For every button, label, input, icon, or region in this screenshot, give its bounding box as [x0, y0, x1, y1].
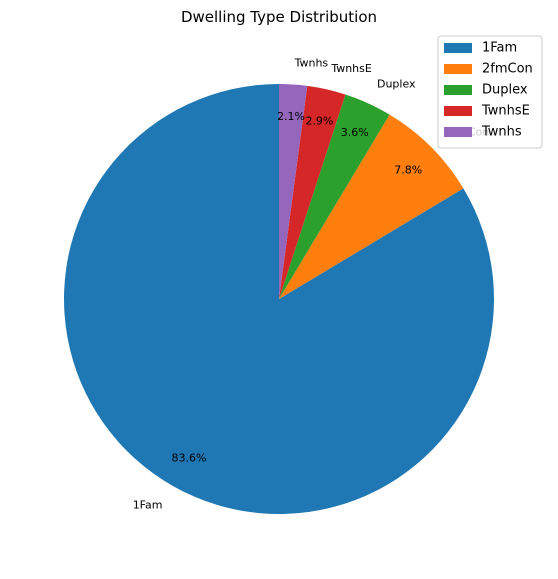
percent-label-1fam: 83.6% [171, 452, 206, 465]
legend-swatch-duplex [444, 85, 472, 95]
legend: 1Fam 2fmCon Duplex TwnhsE Twnhs [437, 35, 543, 149]
percent-label-duplex: 3.6% [341, 126, 369, 139]
pie-slice-twnhse [279, 85, 346, 299]
slice-label-1fam: 1Fam [133, 498, 163, 511]
legend-label-2fmcon: 2fmCon [482, 62, 533, 77]
legend-swatch-2fmcon [444, 64, 472, 74]
chart-title: Dwelling Type Distribution [181, 8, 377, 26]
percent-label-2fmcon: 7.8% [394, 163, 422, 176]
slice-label-duplex: Duplex [377, 77, 416, 90]
percent-labels: 83.6% 7.8% 3.6% 2.9%2.1% [171, 110, 422, 464]
slice-label-twnhs: Twnhs [294, 57, 329, 70]
legend-label-twnhs: Twnhs [481, 125, 522, 140]
legend-label-1fam: 1Fam [482, 41, 517, 56]
percent-label-twnhse: 2.9% [305, 114, 333, 127]
slice-label-twnhse: TwnhsE [330, 62, 372, 75]
legend-swatch-twnhse [444, 106, 472, 116]
legend-swatch-1fam [444, 43, 472, 53]
legend-label-twnhse: TwnhsE [481, 104, 530, 119]
pie-slice-duplex [279, 94, 390, 299]
pie-slice-1fam [63, 84, 495, 514]
percent-label-twnhs: 2.1% [277, 110, 305, 123]
legend-swatch-twnhs [444, 127, 472, 137]
pie-slice-twnhs [279, 84, 308, 299]
pie-slice-2fmcon [279, 114, 464, 299]
legend-label-duplex: Duplex [482, 83, 528, 98]
pie-slices [63, 84, 495, 514]
